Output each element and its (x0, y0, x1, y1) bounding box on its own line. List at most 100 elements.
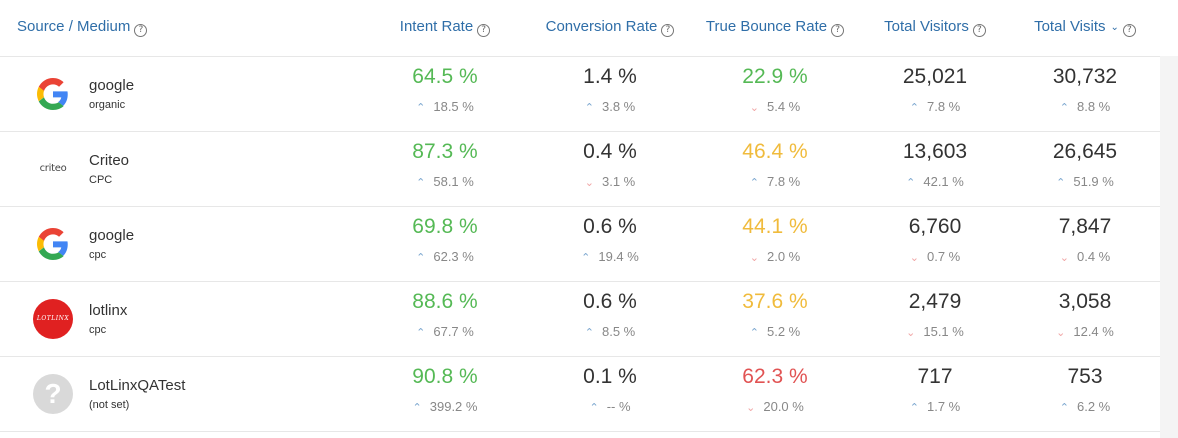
triangle-up-icon: ⌃ (416, 325, 426, 339)
triangle-up-icon: ⌃ (584, 325, 594, 339)
true-bounce-rate-value: 37.6 % (742, 289, 808, 313)
chevron-down-icon[interactable]: ⌄ (1110, 22, 1119, 34)
col-header-intent-rate[interactable]: Intent Rate? (360, 0, 530, 56)
table-row[interactable]: google organic 64.5 % ⌃ 18.5 % 1.4 % ⌃ 3.8 % 22.… (0, 56, 1160, 131)
source-name: Criteo (89, 151, 130, 169)
change-value: 7.8 % (766, 173, 801, 189)
conversion-rate-change: ⌃ -- % (530, 399, 690, 414)
cell-total-visitors: 25,021 ⌃ 7.8 % (860, 56, 1010, 131)
true-bounce-rate-value: 44.1 % (742, 214, 808, 238)
change-value: -- % (606, 398, 631, 414)
source-name: google (89, 226, 135, 244)
intent-rate-change: ⌃ 62.3 % (360, 249, 530, 264)
triangle-up-icon: ⌃ (909, 400, 919, 414)
table-row[interactable]: LOTLINX lotlinx cpc 88.6 % ⌃ 67.7 % 0.6 % ⌃ 8.5 … (0, 281, 1160, 356)
change-value: 5.2 % (766, 323, 801, 339)
total-visitors-change: ⌃ 7.8 % (860, 99, 1010, 114)
source-medium: cpc (89, 323, 107, 336)
triangle-down-icon: ⌄ (1059, 250, 1069, 264)
cell-conversion-rate: 0.6 % ⌃ 8.5 % (530, 281, 690, 356)
triangle-down-icon: ⌄ (584, 175, 594, 189)
true-bounce-rate-change: ⌃ 7.8 % (690, 174, 860, 189)
question-circle-icon[interactable]: ? (477, 24, 491, 38)
total-visits-change: ⌃ 8.8 % (1010, 99, 1160, 114)
conversion-rate-change: ⌃ 8.5 % (530, 324, 690, 339)
cell-total-visitors: 2,479 ⌄ 15.1 % (860, 281, 1010, 356)
table-row[interactable]: google cpc 69.8 % ⌃ 62.3 % 0.6 % ⌃ 19.4 % 44.1 %… (0, 206, 1160, 281)
cell-conversion-rate: 0.4 % ⌄ 3.1 % (530, 131, 690, 206)
cell-true-bounce-rate: 46.4 % ⌃ 7.8 % (690, 131, 860, 206)
intent-rate-change: ⌃ 18.5 % (360, 99, 530, 114)
intent-rate-value: 90.8 % (412, 364, 478, 388)
change-value: 399.2 % (429, 398, 478, 414)
cell-source[interactable]: google cpc (0, 206, 360, 281)
cell-source[interactable]: criteo Criteo CPC (0, 131, 360, 206)
triangle-up-icon: ⌃ (909, 100, 919, 114)
total-visitors-change: ⌄ 0.7 % (860, 249, 1010, 264)
total-visitors-change: ⌃ 42.1 % (860, 174, 1010, 189)
total-visits-change: ⌃ 51.9 % (1010, 174, 1160, 189)
total-visits-value: 3,058 (1058, 289, 1112, 313)
intent-rate-change: ⌃ 67.7 % (360, 324, 530, 339)
question-circle-icon[interactable]: ? (134, 24, 148, 38)
scrollbar-track[interactable] (1160, 56, 1178, 438)
source-name: LotLinxQATest (89, 376, 186, 394)
cell-total-visits: 30,732 ⌃ 8.8 % (1010, 56, 1160, 131)
col-header-conversion-rate[interactable]: Conversion Rate? (530, 0, 690, 56)
triangle-down-icon: ⌄ (749, 100, 759, 114)
triangle-down-icon: ⌄ (749, 250, 759, 264)
source-medium: cpc (89, 248, 107, 261)
triangle-up-icon: ⌃ (906, 175, 916, 189)
change-value: 7.8 % (926, 98, 961, 114)
conversion-rate-value: 0.1 % (583, 364, 637, 388)
table-row[interactable]: ? LotLinxQATest (not set) 90.8 % ⌃ 399.2 % 0.1… (0, 356, 1160, 431)
cell-total-visits: 753 ⌃ 6.2 % (1010, 356, 1160, 431)
change-value: 58.1 % (433, 173, 474, 189)
col-header-label: Conversion Rate (545, 18, 658, 36)
conversion-rate-value: 0.6 % (583, 214, 637, 238)
table-body: google organic 64.5 % ⌃ 18.5 % 1.4 % ⌃ 3.8 % 22.… (0, 56, 1160, 431)
col-header-total-visits[interactable]: Total Visits ⌄? (1010, 0, 1160, 56)
true-bounce-rate-change: ⌄ 2.0 % (690, 249, 860, 264)
total-visits-change: ⌄ 0.4 % (1010, 249, 1160, 264)
col-header-true-bounce-rate[interactable]: True Bounce Rate? (690, 0, 860, 56)
conversion-rate-value: 0.4 % (583, 139, 637, 163)
triangle-up-icon: ⌃ (749, 325, 759, 339)
total-visitors-value: 25,021 (902, 64, 968, 88)
true-bounce-rate-value: 22.9 % (742, 64, 808, 88)
cell-intent-rate: 64.5 % ⌃ 18.5 % (360, 56, 530, 131)
col-header-source-medium[interactable]: Source / Medium? (0, 0, 360, 56)
cell-total-visitors: 717 ⌃ 1.7 % (860, 356, 1010, 431)
col-header-total-visitors[interactable]: Total Visitors? (860, 0, 1010, 56)
cell-true-bounce-rate: 62.3 % ⌄ 20.0 % (690, 356, 860, 431)
question-circle-icon[interactable]: ? (831, 24, 845, 38)
source-name: google (89, 76, 135, 94)
lotlinx-logo-icon: LOTLINX (33, 298, 73, 339)
conversion-rate-value: 0.6 % (583, 289, 637, 313)
change-value: 20.0 % (763, 398, 804, 414)
question-circle-icon[interactable]: ? (1122, 24, 1136, 38)
criteo-logo-icon: criteo (39, 163, 67, 174)
cell-source[interactable]: google organic (0, 56, 360, 131)
cell-source[interactable]: ? LotLinxQATest (not set) (0, 356, 360, 431)
source-medium: CPC (89, 173, 113, 186)
change-value: 15.1 % (923, 323, 964, 339)
col-header-label: True Bounce Rate (705, 18, 828, 36)
google-logo-icon (33, 74, 73, 114)
table-row[interactable]: criteo Criteo CPC 87.3 % ⌃ 58.1 % 0.4 % ⌄ 3.1 % 4… (0, 131, 1160, 206)
change-value: 0.4 % (1076, 248, 1111, 264)
intent-rate-change: ⌃ 399.2 % (360, 399, 530, 414)
cell-intent-rate: 87.3 % ⌃ 58.1 % (360, 131, 530, 206)
change-value: 42.1 % (923, 173, 964, 189)
true-bounce-rate-change: ⌄ 5.4 % (690, 99, 860, 114)
triangle-down-icon: ⌄ (909, 250, 919, 264)
true-bounce-rate-value: 46.4 % (742, 139, 808, 163)
cell-total-visits: 26,645 ⌃ 51.9 % (1010, 131, 1160, 206)
cell-source[interactable]: LOTLINX lotlinx cpc (0, 281, 360, 356)
cell-intent-rate: 88.6 % ⌃ 67.7 % (360, 281, 530, 356)
question-circle-icon[interactable]: ? (972, 24, 986, 38)
total-visits-change: ⌄ 12.4 % (1010, 324, 1160, 339)
change-value: 3.1 % (601, 173, 636, 189)
change-value: 18.5 % (433, 98, 474, 114)
question-circle-icon[interactable]: ? (661, 24, 675, 38)
